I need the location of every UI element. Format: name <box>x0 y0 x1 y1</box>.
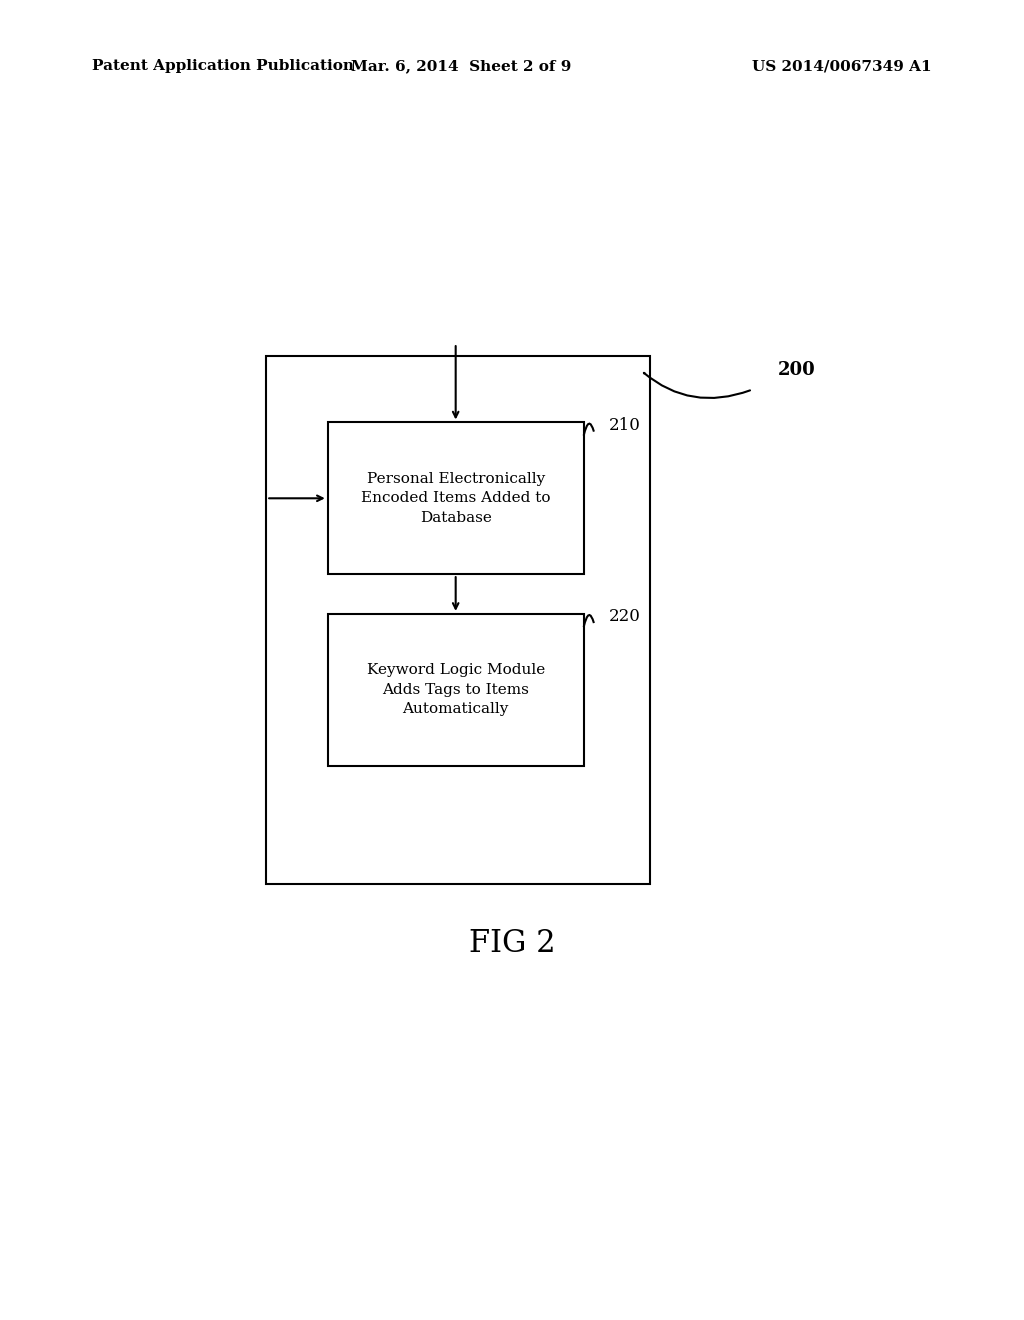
Text: 200: 200 <box>778 360 816 379</box>
Text: FIG 2: FIG 2 <box>469 928 555 960</box>
Text: 210: 210 <box>609 417 641 433</box>
Text: Mar. 6, 2014  Sheet 2 of 9: Mar. 6, 2014 Sheet 2 of 9 <box>350 59 571 74</box>
Text: US 2014/0067349 A1: US 2014/0067349 A1 <box>753 59 932 74</box>
Text: Personal Electronically
Encoded Items Added to
Database: Personal Electronically Encoded Items Ad… <box>360 471 551 525</box>
Text: Keyword Logic Module
Adds Tags to Items
Automatically: Keyword Logic Module Adds Tags to Items … <box>367 663 545 717</box>
Text: Patent Application Publication: Patent Application Publication <box>92 59 354 74</box>
FancyBboxPatch shape <box>328 422 584 574</box>
FancyArrowPatch shape <box>644 372 750 399</box>
Text: 220: 220 <box>609 609 641 624</box>
FancyBboxPatch shape <box>328 614 584 766</box>
